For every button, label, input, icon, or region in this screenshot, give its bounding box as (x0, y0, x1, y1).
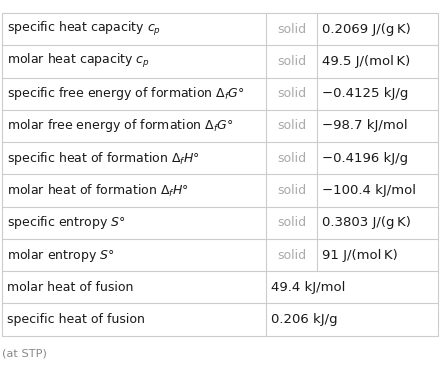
Text: molar heat of fusion: molar heat of fusion (7, 281, 133, 294)
Text: molar heat capacity $c_p$: molar heat capacity $c_p$ (7, 52, 150, 70)
Text: −98.7 kJ/mol: −98.7 kJ/mol (323, 119, 408, 132)
Text: specific free energy of formation $\Delta_f G°$: specific free energy of formation $\Delt… (7, 85, 244, 102)
Text: solid: solid (277, 23, 306, 36)
Text: solid: solid (277, 216, 306, 229)
Text: specific heat of fusion: specific heat of fusion (7, 313, 144, 326)
Text: 0.2069 J/(g K): 0.2069 J/(g K) (323, 23, 411, 36)
Bar (2, 13, 438, 336)
Text: (at STP): (at STP) (2, 349, 47, 359)
Text: solid: solid (277, 87, 306, 100)
Text: specific heat of formation $\Delta_f H°$: specific heat of formation $\Delta_f H°$ (7, 150, 200, 167)
Text: 0.3803 J/(g K): 0.3803 J/(g K) (323, 216, 411, 229)
Text: solid: solid (277, 184, 306, 197)
Text: molar free energy of formation $\Delta_f G°$: molar free energy of formation $\Delta_f… (7, 118, 233, 134)
Text: solid: solid (277, 119, 306, 132)
Text: 91 J/(mol K): 91 J/(mol K) (323, 249, 398, 262)
Text: molar entropy $S°$: molar entropy $S°$ (7, 247, 114, 263)
Text: specific entropy $S°$: specific entropy $S°$ (7, 214, 125, 231)
Text: −0.4125 kJ/g: −0.4125 kJ/g (323, 87, 409, 100)
Text: solid: solid (277, 55, 306, 68)
Text: −100.4 kJ/mol: −100.4 kJ/mol (323, 184, 416, 197)
Text: molar heat of formation $\Delta_f H°$: molar heat of formation $\Delta_f H°$ (7, 183, 188, 198)
Text: solid: solid (277, 152, 306, 165)
Text: −0.4196 kJ/g: −0.4196 kJ/g (323, 152, 409, 165)
Text: 49.4 kJ/mol: 49.4 kJ/mol (271, 281, 345, 294)
Text: specific heat capacity $c_p$: specific heat capacity $c_p$ (7, 20, 161, 38)
Text: solid: solid (277, 249, 306, 262)
Text: 49.5 J/(mol K): 49.5 J/(mol K) (323, 55, 411, 68)
Text: 0.206 kJ/g: 0.206 kJ/g (271, 313, 337, 326)
